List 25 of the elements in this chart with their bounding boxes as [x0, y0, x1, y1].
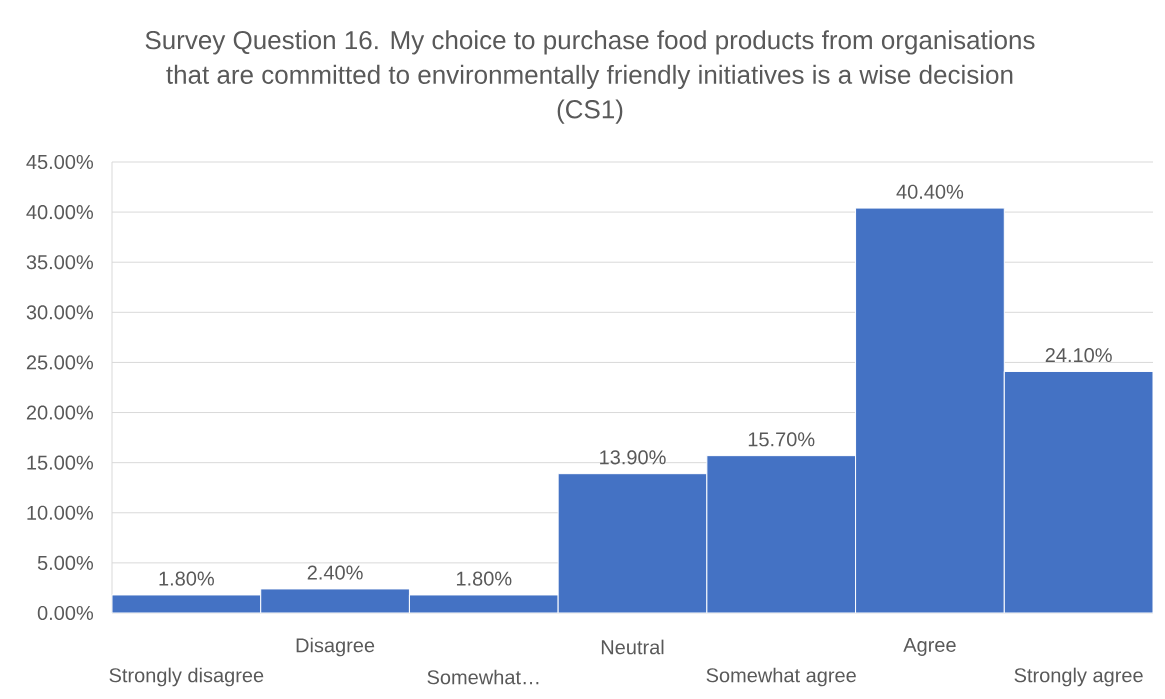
x-tick-label: Neutral	[601, 639, 664, 655]
data-label: 13.90%	[600, 450, 666, 465]
data-label: 1.80%	[159, 571, 214, 586]
x-tick-label: Strongly disagree	[109, 667, 264, 687]
data-label: 24.10%	[1045, 348, 1112, 363]
y-tick-label: 40.00%	[26, 205, 94, 220]
y-tick-label: 25.00%	[26, 355, 94, 370]
x-tick-label: Somewhat agree	[706, 667, 856, 687]
y-tick-label: 30.00%	[26, 305, 94, 320]
y-tick-label: 15.00%	[27, 455, 94, 470]
y-tick-label: 10.00%	[27, 505, 94, 520]
y-tick-label: 0.00%	[37, 605, 94, 621]
y-tick-label: 5.00%	[37, 555, 94, 570]
y-tick-label: 20.00%	[26, 405, 94, 420]
data-label: 15.70%	[748, 432, 815, 447]
x-tick-label: Agree	[903, 638, 956, 656]
data-label: 2.40%	[307, 565, 363, 580]
data-label: 40.40%	[896, 184, 964, 199]
x-tick-label: Disagree	[296, 637, 375, 657]
data-label: 1.80%	[456, 571, 512, 586]
x-tick-label: Strongly agree	[1014, 667, 1143, 687]
x-tick-label: Somewhat…	[427, 669, 539, 685]
y-tick-label: 45.00%	[26, 154, 94, 170]
y-tick-label: 35.00%	[26, 255, 94, 270]
chart-title: Survey Question 16. My choice to purchase food products from organisations that are committed to environmentally friendly initiatives is a wise decision (CS1)	[145, 30, 1035, 124]
